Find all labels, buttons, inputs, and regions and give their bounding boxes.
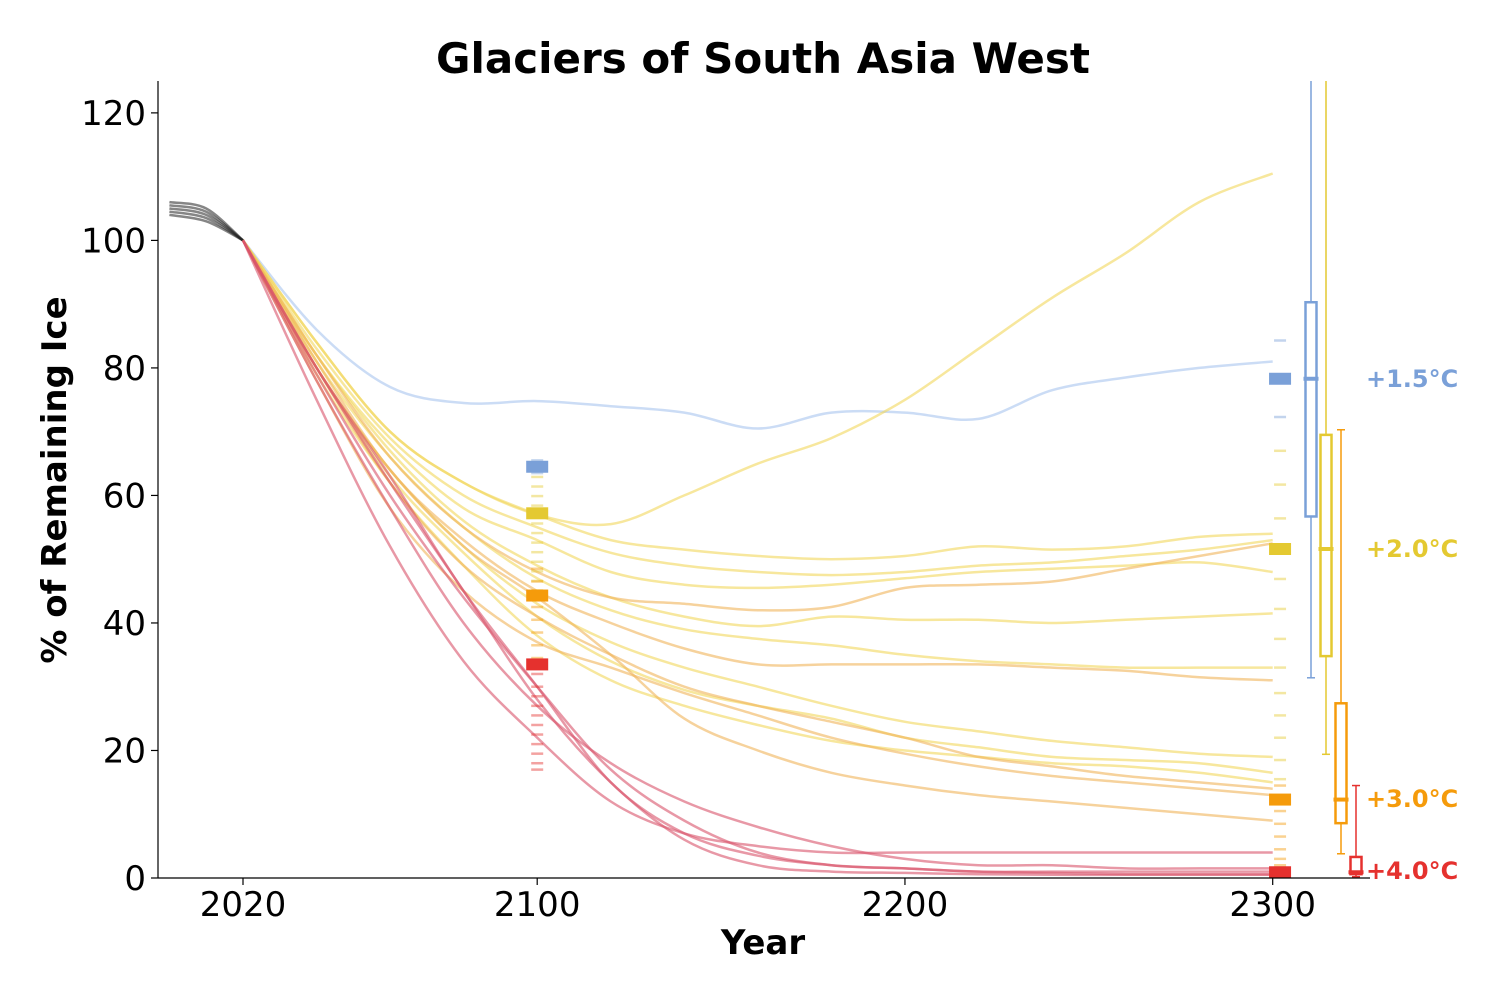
x-tick-label: 2020 [200,885,287,925]
x-tick-label: 2100 [494,885,581,925]
median-marker-2300 [1269,866,1292,879]
scenario-label: +1.5°C [1366,365,1458,393]
box [1304,300,1318,518]
scenario-line [241,239,1273,790]
scenario-line [241,239,1273,797]
y-tick-label: 20 [103,731,146,771]
scenario-line [241,239,1273,874]
box [1319,433,1333,658]
series-lines [169,172,1274,877]
scenario-line [241,239,1273,877]
scenario-line [241,239,1273,628]
scenario-line [241,239,1273,855]
median-marker-2100 [526,658,549,671]
boxplots [1303,81,1364,878]
scenario-markers [526,339,1292,879]
median-marker-2300 [1269,793,1292,806]
scenario-label: +2.0°C [1366,535,1458,563]
y-axis-label: % of Remaining Ice [35,296,75,663]
median-marker-2100 [526,589,549,602]
scenario-line [242,239,1273,430]
x-tick-label: 2200 [862,885,949,925]
median-marker-2100 [526,507,549,520]
scenario-line [241,239,1273,822]
median-marker-2300 [1269,542,1292,555]
scenario-line [241,239,1273,784]
scenario-line [241,239,1273,876]
median-marker-2100 [526,460,549,473]
x-tick-label: 2300 [1229,885,1316,925]
chart-title: Glaciers of South Asia West [436,34,1090,83]
y-tick-label: 120 [81,94,146,134]
y-tick-label: 60 [103,476,146,516]
scenario-label: +3.0°C [1366,785,1458,813]
scenario-label: +4.0°C [1366,857,1458,885]
scenario-line [241,239,1273,670]
scenario-labels: +1.5°C +2.0°C +3.0°C +4.0°C [1366,365,1458,885]
scenario-line [241,172,1274,527]
scenario-line [241,239,1273,590]
axes: 0 20 40 60 80 100 120 2020 2100 2200 2300 [81,81,1370,925]
box [1334,702,1348,825]
historical-line [169,200,244,242]
y-tick-label: 40 [103,604,146,644]
y-tick-label: 0 [124,859,146,899]
scenario-line [241,239,1273,577]
y-tick-label: 100 [81,221,146,261]
scenario-line [241,239,1273,561]
x-axis-label: Year [720,923,806,963]
scenario-line [241,239,1273,612]
scenario-line [241,239,1273,759]
median-marker-2300 [1269,372,1292,385]
scenario-line [241,239,1273,870]
y-tick-label: 80 [103,349,146,389]
